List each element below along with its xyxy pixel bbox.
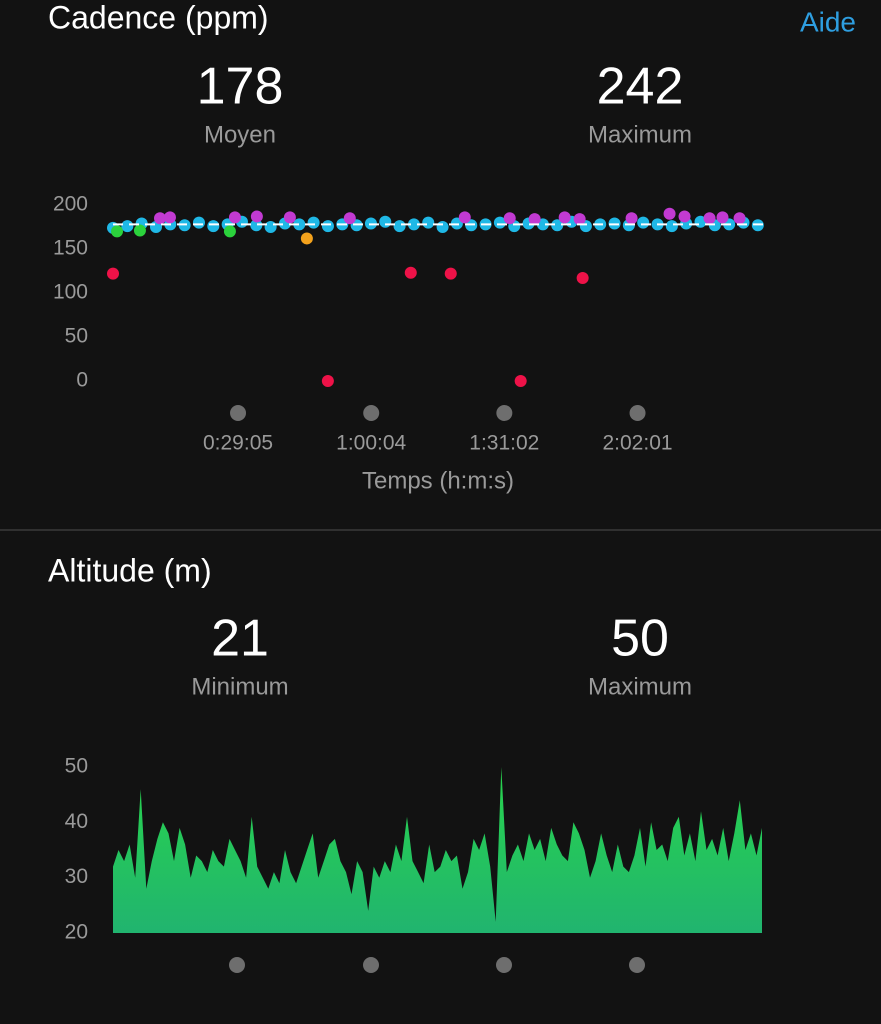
x-axis-label: Temps (h:m:s): [362, 467, 514, 494]
y-tick-label: 200: [53, 193, 88, 216]
x-tick-dot: [496, 405, 513, 421]
data-point: [733, 212, 746, 225]
y-tick-label: 30: [65, 865, 88, 888]
chart-title: Altitude (m): [48, 552, 212, 588]
data-point: [250, 210, 263, 223]
x-tick-dot: [629, 957, 645, 973]
data-point: [444, 267, 457, 280]
data-point: [407, 218, 420, 231]
stat-label: Maximum: [588, 121, 692, 148]
stat-label: Moyen: [204, 121, 276, 148]
data-point: [404, 266, 417, 279]
altitude-area: [113, 767, 762, 933]
data-point: [665, 220, 678, 233]
data-point: [503, 212, 516, 225]
y-tick-label: 100: [53, 281, 88, 304]
x-tick-dot: [229, 957, 245, 973]
y-tick-label: 40: [65, 810, 88, 833]
data-point: [458, 211, 471, 224]
stat-label: Minimum: [191, 673, 288, 700]
data-point: [307, 216, 320, 229]
stat-value: 242: [597, 58, 684, 116]
data-point: [551, 219, 564, 232]
data-point: [250, 219, 263, 232]
data-point: [154, 212, 167, 225]
x-tick-dot: [629, 405, 646, 421]
data-point: [625, 212, 638, 225]
x-tick-label: 1:31:02: [469, 432, 539, 455]
x-tick-dot: [363, 957, 379, 973]
data-point: [678, 210, 691, 223]
data-point: [300, 232, 313, 245]
data-point: [573, 213, 586, 226]
data-point: [163, 211, 176, 224]
x-tick-label: 2:02:01: [602, 432, 672, 455]
y-tick-label: 50: [65, 755, 88, 778]
stat-value: 21: [211, 610, 269, 668]
data-point: [264, 221, 277, 233]
data-point: [663, 207, 676, 220]
stat-value: 50: [611, 610, 669, 668]
data-point: [393, 220, 406, 233]
data-point: [133, 224, 146, 237]
data-point: [436, 221, 449, 233]
chart-title: Cadence (ppm): [48, 0, 269, 35]
stat-label: Maximum: [588, 673, 692, 700]
data-point: [514, 375, 527, 387]
data-point: [111, 225, 124, 238]
y-tick-label: 50: [65, 325, 88, 348]
data-point: [321, 375, 334, 387]
data-point: [558, 211, 571, 224]
data-point: [343, 212, 356, 225]
data-point: [703, 212, 716, 225]
data-point: [192, 216, 205, 229]
help-link[interactable]: Aide: [800, 6, 856, 37]
x-tick-dots: [229, 957, 645, 973]
data-point: [228, 211, 241, 224]
data-point: [528, 213, 541, 226]
data-point: [493, 216, 506, 229]
data-point: [379, 215, 392, 228]
y-tick-label: 150: [53, 237, 88, 260]
data-point: [283, 211, 296, 224]
data-point: [422, 216, 435, 229]
y-tick-label: 0: [76, 369, 88, 392]
data-point: [121, 220, 134, 233]
data-point: [207, 220, 220, 233]
data-point: [576, 272, 589, 285]
x-tick-dot: [496, 957, 512, 973]
x-tick-dot: [230, 405, 247, 421]
x-tick-label: 0:29:05: [203, 432, 273, 455]
data-point: [321, 220, 334, 233]
data-point: [716, 211, 729, 224]
y-tick-label: 20: [65, 921, 88, 944]
stat-value: 178: [197, 58, 284, 116]
data-point: [637, 216, 650, 229]
x-tick-dot: [363, 405, 380, 421]
data-point: [293, 218, 306, 231]
data-point: [223, 225, 236, 238]
x-tick-label: 1:00:04: [336, 432, 406, 455]
data-point: [107, 267, 119, 280]
